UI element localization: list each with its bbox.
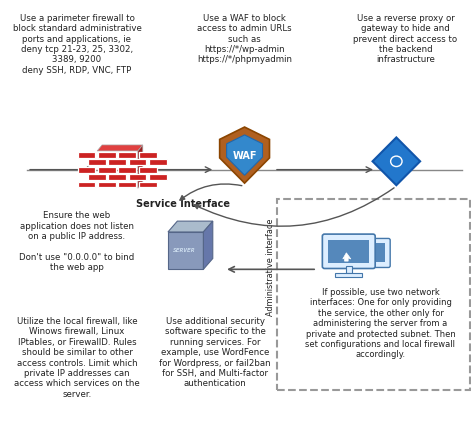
Text: Ensure the web
application does not listen
on a public IP address.

Don't use "0: Ensure the web application does not list…: [19, 211, 135, 272]
Bar: [118, 167, 136, 173]
Text: Service Interface: Service Interface: [137, 199, 230, 209]
Text: Use additional security
software specific to the
running services. For
example, : Use additional security software specifi…: [159, 317, 271, 389]
Text: Utilize the local firewall, like
Winows firewall, Linux
IPtables, or FirewallD. : Utilize the local firewall, like Winows …: [14, 317, 140, 399]
Bar: [108, 159, 126, 165]
Bar: [98, 167, 116, 173]
FancyBboxPatch shape: [322, 234, 375, 268]
Polygon shape: [97, 145, 143, 151]
Bar: [168, 232, 203, 269]
Polygon shape: [343, 253, 351, 261]
Polygon shape: [373, 138, 420, 185]
Bar: [139, 152, 156, 157]
Bar: [277, 199, 470, 390]
Text: SERVER: SERVER: [173, 248, 195, 253]
Bar: [336, 273, 362, 277]
Text: Use a parimeter firewall to
block standard administrative
ports and applications: Use a parimeter firewall to block standa…: [12, 14, 141, 75]
Text: Use a reverse proxy or
gateway to hide and
prevent direct access to
the backend
: Use a reverse proxy or gateway to hide a…: [353, 14, 457, 65]
Bar: [128, 174, 146, 180]
Text: WAF: WAF: [232, 151, 257, 161]
Polygon shape: [203, 221, 213, 269]
Bar: [149, 159, 167, 165]
Bar: [118, 152, 136, 157]
Bar: [149, 174, 167, 180]
Bar: [108, 174, 126, 180]
Bar: [98, 152, 116, 157]
Polygon shape: [227, 135, 263, 175]
Bar: [78, 167, 95, 173]
Text: If possible, use two network
interfaces: One for only providing
the service, the: If possible, use two network interfaces:…: [305, 288, 456, 360]
FancyBboxPatch shape: [357, 238, 390, 268]
Bar: [346, 266, 352, 273]
Text: Administrative interface: Administrative interface: [266, 219, 275, 316]
Bar: [139, 182, 156, 187]
Bar: [88, 159, 106, 165]
Bar: [78, 182, 95, 187]
Bar: [88, 174, 106, 180]
Bar: [363, 243, 385, 262]
Text: Use a WAF to block
access to admin URLs
such as
https://*/wp-admin
https://*/php: Use a WAF to block access to admin URLs …: [197, 14, 292, 65]
Polygon shape: [219, 127, 270, 183]
FancyArrowPatch shape: [194, 188, 394, 226]
Bar: [128, 159, 146, 165]
FancyArrowPatch shape: [180, 184, 242, 200]
Polygon shape: [168, 221, 213, 232]
Bar: [98, 182, 116, 187]
Polygon shape: [138, 145, 143, 188]
Bar: [78, 152, 95, 157]
Bar: [328, 240, 369, 263]
Bar: [118, 182, 136, 187]
Bar: [139, 167, 156, 173]
